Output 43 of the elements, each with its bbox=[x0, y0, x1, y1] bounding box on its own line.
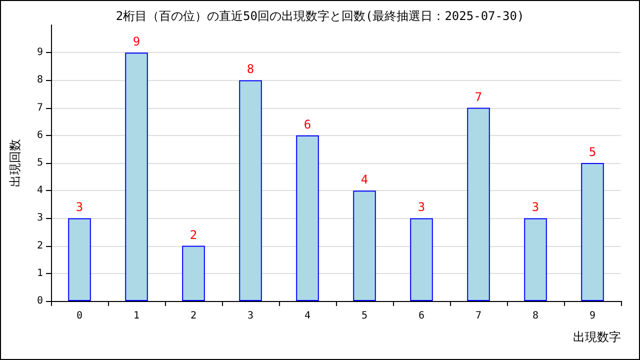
y-tick-label: 3 bbox=[36, 212, 43, 224]
bar bbox=[581, 163, 604, 301]
x-tick-label: 4 bbox=[304, 310, 311, 322]
y-tick-label: 8 bbox=[36, 74, 43, 86]
y-axis-title: 出現回数 bbox=[8, 139, 22, 187]
y-tick-label: 0 bbox=[36, 296, 43, 306]
y-tick-label: 7 bbox=[36, 102, 43, 114]
x-tick-label: 2 bbox=[190, 310, 197, 322]
data-label: 9 bbox=[132, 34, 140, 49]
x-tick-label: 0 bbox=[76, 310, 83, 322]
data-label: 4 bbox=[360, 172, 368, 187]
x-tick-label: 9 bbox=[589, 310, 596, 322]
y-tick-label: 2 bbox=[36, 240, 43, 252]
bar bbox=[467, 108, 490, 301]
bar bbox=[524, 218, 547, 301]
data-label: 3 bbox=[532, 200, 540, 214]
data-label: 6 bbox=[304, 117, 312, 132]
x-tick-label: 3 bbox=[247, 310, 254, 322]
data-label: 2 bbox=[190, 228, 198, 242]
y-tick-label: 1 bbox=[36, 268, 43, 279]
x-tick-label: 8 bbox=[532, 310, 539, 322]
x-tick-label: 1 bbox=[133, 310, 140, 322]
x-tick-label: 5 bbox=[361, 310, 368, 322]
bar bbox=[125, 52, 148, 301]
data-label: 7 bbox=[474, 90, 482, 104]
bar bbox=[68, 218, 91, 301]
y-tick-label: 4 bbox=[36, 185, 43, 196]
x-tick-label: 7 bbox=[475, 310, 482, 322]
y-tick-label: 9 bbox=[36, 47, 43, 58]
x-tick-label: 6 bbox=[418, 310, 425, 322]
data-label: 3 bbox=[76, 200, 84, 214]
data-label: 3 bbox=[418, 200, 426, 214]
y-tick-label: 5 bbox=[36, 158, 43, 168]
bar bbox=[182, 246, 205, 301]
data-label: 5 bbox=[588, 145, 596, 159]
bar bbox=[296, 135, 319, 301]
data-label: 8 bbox=[246, 62, 254, 76]
bar bbox=[410, 218, 433, 301]
chart-title: 2桁目（百の位）の直近50回の出現数字と回数(最終抽選日：2025-07-30) bbox=[116, 9, 524, 23]
y-tick-label: 6 bbox=[36, 130, 43, 141]
bar bbox=[239, 80, 262, 301]
x-axis-title: 出現数字 bbox=[573, 330, 621, 344]
bar bbox=[353, 190, 376, 301]
